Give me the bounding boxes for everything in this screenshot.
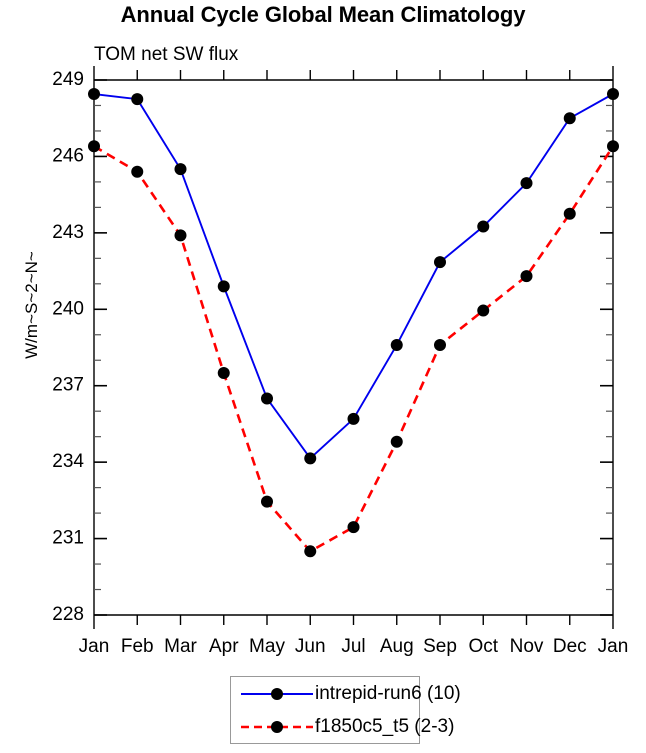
y-tick-label: 231: [52, 528, 84, 549]
data-point: [131, 165, 144, 178]
x-tick-label: Jan: [598, 636, 629, 657]
data-point: [434, 338, 446, 351]
data-point: [477, 220, 490, 233]
x-tick-label: Aug: [380, 636, 414, 657]
data-point: [174, 229, 187, 242]
data-point: [477, 304, 490, 317]
data-point: [520, 177, 533, 190]
series-lines: [93, 93, 615, 553]
x-tick-label: Mar: [164, 636, 197, 657]
series-markers: [88, 88, 619, 558]
data-point: [217, 280, 230, 293]
y-tick-label: 243: [52, 222, 84, 243]
data-point: [390, 338, 403, 351]
chart-subtitle: TOM net SW flux: [94, 44, 239, 65]
data-point: [261, 392, 273, 405]
data-point: [347, 412, 360, 425]
data-point: [261, 495, 273, 508]
y-tick-label: 249: [52, 69, 84, 90]
data-point: [347, 521, 360, 534]
data-point: [520, 270, 533, 283]
series-line-0: [93, 93, 614, 460]
legend-swatch-0: [241, 688, 313, 700]
data-point: [563, 207, 576, 220]
y-tick-label: 228: [52, 604, 84, 625]
series-line-1: [93, 145, 615, 553]
legend: intrepid-run6 (10) f1850c5_t5 (2-3): [230, 676, 461, 744]
x-tick-label: Dec: [553, 636, 587, 657]
data-point: [304, 452, 317, 465]
data-point: [217, 366, 230, 379]
data-point: [88, 88, 100, 101]
y-axis-ticks: 228 231 234 237 240 243 246 249: [52, 69, 613, 625]
data-point: [174, 163, 187, 176]
y-tick-label: 237: [52, 375, 84, 396]
x-tick-label: Nov: [510, 636, 544, 657]
data-point: [607, 140, 619, 153]
y-tick-label: 234: [52, 451, 84, 472]
data-point: [88, 140, 100, 153]
data-point: [434, 256, 446, 269]
x-tick-label: Sep: [423, 636, 457, 657]
y-tick-label: 240: [52, 298, 84, 319]
y-tick-label: 246: [52, 145, 84, 166]
data-point: [131, 93, 144, 106]
x-tick-label: Jun: [295, 636, 326, 657]
chart-title: Annual Cycle Global Mean Climatology: [120, 2, 526, 27]
x-tick-label: Jan: [79, 636, 110, 657]
x-tick-label: May: [249, 636, 285, 657]
legend-swatch-1: [241, 721, 313, 733]
data-point: [607, 88, 619, 101]
x-tick-label: Oct: [468, 636, 498, 657]
x-tick-label: Jul: [341, 636, 365, 657]
axis-frame: [93, 79, 614, 616]
x-tick-label: Apr: [209, 636, 239, 657]
x-axis-ticks: Jan Feb Mar Apr May Jun Jul Aug Sep Oct Nov Dec Jan: [79, 66, 629, 657]
legend-entry-0[interactable]: intrepid-run6 (10): [231, 677, 461, 711]
data-point: [390, 435, 403, 448]
legend-label-0: intrepid-run6 (10): [315, 683, 461, 704]
data-point: [304, 545, 317, 558]
legend-entry-1[interactable]: f1850c5_t5 (2-3): [231, 710, 454, 744]
data-point: [563, 112, 576, 125]
legend-label-1: f1850c5_t5 (2-3): [315, 716, 455, 737]
x-tick-label: Feb: [121, 636, 154, 657]
